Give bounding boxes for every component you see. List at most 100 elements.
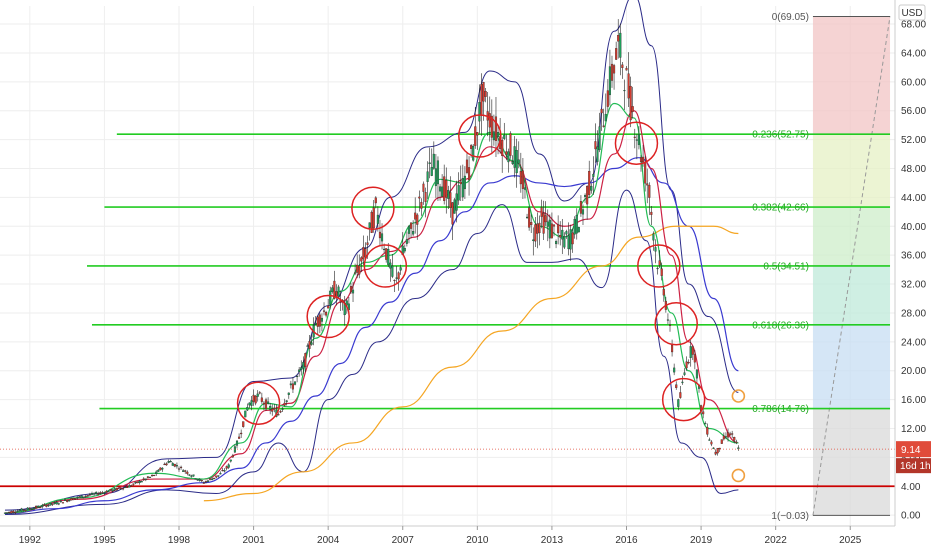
candle-body-26 [57,503,60,505]
candle-body-124 [260,397,263,402]
candle-body-211 [441,186,444,197]
candle-body-143 [300,367,303,370]
candle-body-80 [169,461,172,463]
annotation-circle-10 [731,468,746,483]
candle-body-246 [513,146,516,168]
x-tick-label-2013: 2013 [541,535,564,546]
candle-body-56 [119,488,123,490]
candle-body-346 [720,439,723,444]
candle-body-274 [571,232,574,245]
fib-level-label-0.236: 0.236(52.75) [752,130,809,141]
candle-body-91 [192,474,195,477]
candle-body-43 [93,493,96,495]
candle-body-351 [731,433,734,435]
candle-body-134 [281,408,284,410]
candle-body-248 [517,159,520,164]
candle-body-156 [327,305,330,309]
candle-body-136 [285,400,288,402]
candle-body-137 [287,392,290,395]
countdown-tag: 16d 1h [900,461,931,472]
candle-body-145 [304,353,307,367]
candle-body-8 [20,508,23,512]
candle-body-243 [507,151,510,163]
x-tick-label-2010: 2010 [466,535,489,546]
candle-body-108 [227,464,230,468]
candle-body-155 [325,312,328,316]
candle-body-161 [337,286,340,297]
annotation-circle-0 [236,381,281,425]
candle-body-273 [569,229,572,250]
candle-body-256 [534,224,537,242]
candle-body-264 [550,223,553,239]
candle-body-102 [215,475,218,478]
candle-body-3 [10,511,13,514]
candle-body-55 [117,487,120,489]
candle-body-35 [76,496,79,498]
candle-body-193 [403,248,406,252]
candle-body-240 [501,140,504,156]
candle-body-4 [12,510,15,513]
y-tick-label-60.00: 60.00 [901,77,926,88]
candle-body-65 [138,480,141,483]
candle-body-189 [395,277,398,279]
candle-body-324 [675,384,678,388]
candle-body-252 [526,216,529,219]
candle-body-16 [37,505,40,508]
candle-body-64 [136,481,139,484]
currency-label: USD [901,8,922,19]
candle-body-92 [194,478,197,480]
candle-body-1 [5,512,9,514]
fib-level-label-0.5: 0.5(34.51) [763,261,809,272]
candle-body-218 [455,193,458,211]
annotation-circle-1 [306,294,350,339]
candle-body-119 [250,400,253,406]
candle-body-89 [188,474,191,476]
candle-body-260 [542,213,545,234]
candle-body-345 [718,447,721,450]
candle-body-112 [235,440,239,446]
candle-body-31 [68,500,71,502]
bollinger-lower [4,189,739,515]
annotation-circle-9 [731,389,746,403]
candle-body-38 [82,496,85,498]
candle-body-265 [552,224,556,227]
x-tick-label-1995: 1995 [93,535,116,546]
price-candles [3,19,740,515]
candle-body-86 [182,470,185,472]
candle-body-179 [374,197,377,204]
candle-body-70 [148,476,152,478]
candle-body-120 [252,394,255,402]
candle-body-50 [107,490,110,493]
candle-body-315 [656,267,659,270]
annotation-circle-5 [614,121,659,165]
x-tick-label-2001: 2001 [242,535,265,546]
candle-body-207 [432,153,435,169]
candle-body-282 [588,170,591,195]
candle-body-178 [372,207,375,229]
x-tick-label-2019: 2019 [690,535,713,546]
candle-body-328 [683,372,686,375]
candle-body-262 [546,221,549,227]
candle-body-173 [362,247,365,260]
fibonacci-zones [812,16,891,516]
candle-body-69 [146,476,149,478]
candle-body-191 [399,267,402,271]
candle-body-195 [407,226,411,234]
fib-level-label-0.382: 0.382(42.66) [752,203,809,214]
candle-body-296 [617,35,620,42]
candle-body-159 [333,280,336,299]
candle-body-104 [219,472,222,475]
candle-body-66 [140,481,143,483]
candle-body-74 [157,469,160,472]
candle-body-105 [221,470,224,472]
candle-body-267 [557,224,560,234]
x-tick-label-2022: 2022 [765,535,788,546]
candle-body-269 [561,229,564,240]
moving-average-1 [203,225,739,502]
candle-body-343 [714,451,717,455]
candle-body-215 [449,192,452,208]
x-tick-label-1992: 1992 [19,535,42,546]
candle-body-277 [577,227,580,233]
